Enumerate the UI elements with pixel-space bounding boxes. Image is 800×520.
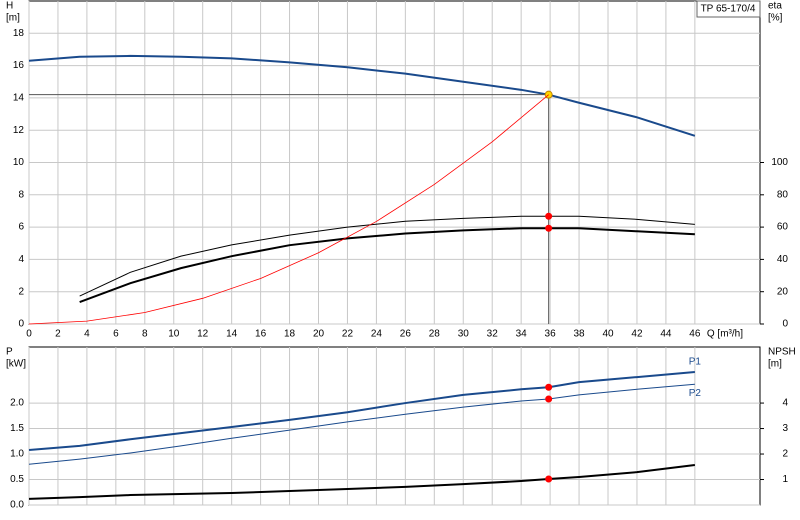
y-tick-label: 16 — [13, 60, 25, 71]
series-label: P2 — [689, 388, 702, 399]
y2-tick-label: 0 — [782, 319, 788, 330]
x-tick-label: 4 — [84, 329, 90, 340]
y-tick-label: 6 — [18, 222, 24, 233]
y2-tick-label: 3 — [782, 423, 788, 434]
x-tick-label: 42 — [631, 329, 643, 340]
x-tick-label: 0 — [26, 329, 32, 340]
y-axis-label: [kW] — [6, 359, 26, 370]
y-tick-label: 14 — [13, 93, 25, 104]
x-tick-label: 44 — [660, 329, 672, 340]
x-tick-label: 34 — [516, 329, 528, 340]
y2-tick-label: 100 — [771, 157, 788, 168]
plot-frame — [28, 346, 761, 506]
y-tick-label: 2.0 — [10, 398, 24, 409]
y2-tick-label: 80 — [777, 189, 789, 200]
y-tick-label: 8 — [18, 189, 24, 200]
y2-tick-label: 40 — [777, 254, 789, 265]
y2-tick-label: 1 — [782, 474, 788, 485]
y-tick-label: 0.0 — [10, 500, 24, 511]
y2-axis-label: eta — [768, 1, 782, 12]
x-tick-label: 36 — [545, 329, 557, 340]
operating-point — [545, 224, 553, 232]
x-tick-label: 10 — [168, 329, 180, 340]
series-line — [28, 94, 549, 325]
y2-axis-label: [%] — [768, 13, 783, 24]
series-line — [79, 215, 695, 297]
y-tick-label: 12 — [13, 125, 25, 136]
x-tick-label: 20 — [313, 329, 325, 340]
y2-axis-label: [m] — [768, 359, 782, 370]
y-tick-label: 0 — [18, 319, 24, 330]
series-line — [28, 54, 696, 137]
legend-box — [696, 0, 761, 18]
x-tick-label: 24 — [371, 329, 383, 340]
x-tick-label: 40 — [602, 329, 614, 340]
operating-point — [545, 383, 553, 391]
x-tick-label: 2 — [55, 329, 61, 340]
x-tick-label: 18 — [284, 329, 296, 340]
series-line — [79, 227, 695, 303]
x-tick-label: 26 — [400, 329, 412, 340]
series-label: P1 — [689, 357, 702, 368]
x-tick-label: 46 — [689, 329, 701, 340]
y-axis-label: H — [6, 1, 13, 12]
series-line — [28, 370, 695, 451]
y-tick-label: 1.5 — [10, 423, 24, 434]
x-tick-label: 22 — [342, 329, 354, 340]
x-tick-label: 32 — [487, 329, 499, 340]
y-tick-label: 0.5 — [10, 474, 24, 485]
x-tick-label: 6 — [113, 329, 119, 340]
operating-point — [545, 475, 553, 483]
x-tick-label: 14 — [226, 329, 238, 340]
y-tick-label: 18 — [13, 28, 25, 39]
y2-axis-label: NPSH — [768, 347, 796, 358]
x-tick-label: 30 — [458, 329, 470, 340]
series-line — [28, 383, 695, 465]
y-tick-label: 4 — [18, 254, 24, 265]
x-tick-label: 28 — [429, 329, 441, 340]
y-axis-label: [m] — [6, 13, 20, 24]
y-tick-label: 10 — [13, 157, 25, 168]
y-axis-label: P — [6, 347, 13, 358]
y2-tick-label: 4 — [782, 398, 788, 409]
x-tick-label: 16 — [255, 329, 267, 340]
legend-text: TP 65-170/4 — [701, 4, 756, 15]
x-tick-label: 38 — [573, 329, 585, 340]
x-tick-label: 8 — [142, 329, 148, 340]
x-axis-label: Q [m³/h] — [707, 329, 743, 340]
y-tick-label: 2 — [18, 286, 24, 297]
y2-tick-label: 20 — [777, 286, 789, 297]
y2-tick-label: 60 — [777, 222, 789, 233]
series-line — [28, 463, 695, 500]
x-tick-label: 12 — [197, 329, 209, 340]
operating-point — [545, 212, 553, 220]
operating-point — [545, 395, 553, 403]
y-tick-label: 1.0 — [10, 449, 24, 460]
y2-tick-label: 2 — [782, 449, 788, 460]
